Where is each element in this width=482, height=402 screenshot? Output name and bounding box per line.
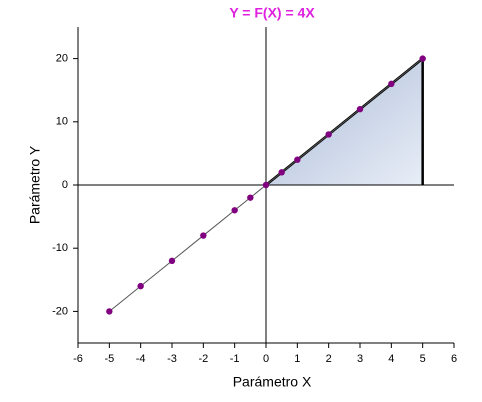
- data-point: [231, 207, 238, 214]
- x-tick-label: 0: [263, 353, 269, 365]
- x-tick-label: 3: [357, 353, 363, 365]
- data-point: [247, 194, 254, 201]
- x-tick-label: -6: [73, 353, 83, 365]
- x-tick-label: -2: [198, 353, 208, 365]
- data-point: [137, 282, 144, 290]
- y-tick-label: 20: [56, 53, 68, 65]
- data-point: [356, 105, 364, 113]
- x-tick-label: 6: [451, 353, 457, 365]
- data-point: [325, 131, 332, 138]
- x-tick-label: 1: [294, 353, 300, 365]
- data-point: [262, 181, 270, 189]
- y-tick-label: -10: [52, 242, 68, 254]
- y-tick-label: -20: [52, 305, 68, 317]
- x-tick-label: -5: [104, 353, 114, 365]
- data-point: [419, 55, 426, 62]
- y-tick-label: 0: [62, 179, 68, 191]
- data-point: [294, 156, 301, 163]
- x-tick-label: 5: [420, 353, 426, 365]
- y-axis-label: Parámetro Y: [27, 145, 43, 224]
- chart-title: Y = F(X) = 4X: [229, 5, 315, 21]
- x-tick-label: 2: [326, 353, 332, 365]
- x-tick-label: -1: [230, 353, 240, 365]
- x-tick-label: -4: [136, 353, 146, 365]
- x-tick-label: 4: [388, 353, 394, 365]
- data-point: [278, 169, 285, 176]
- x-tick-label: -3: [167, 353, 177, 365]
- x-axis-label: Parámetro X: [233, 374, 312, 390]
- data-point: [168, 257, 176, 265]
- data-point: [388, 80, 395, 88]
- y-tick-label: 10: [56, 116, 68, 128]
- data-point: [200, 232, 207, 239]
- data-point: [106, 308, 113, 315]
